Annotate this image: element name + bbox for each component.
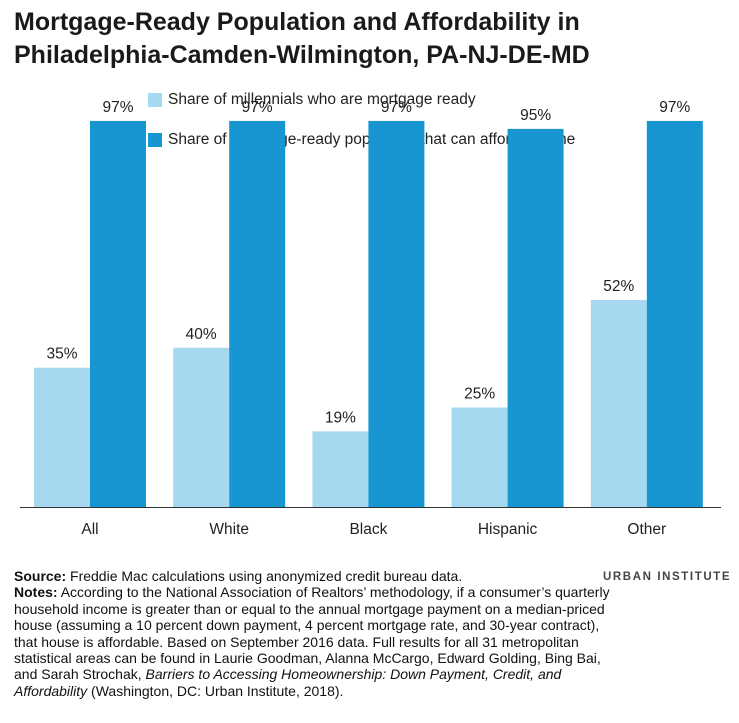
chart-title-line-1: Mortgage-Ready Population and Affordabil… [14, 8, 580, 36]
chart-title-line-2: Philadelphia-Camden-Wilmington, PA-NJ-DE… [14, 41, 590, 69]
value-label-other-series-2: 97% [659, 99, 690, 116]
notes-label: Notes: [14, 584, 58, 601]
source-notes: Source: Freddie Mac calculations using a… [14, 568, 614, 699]
legend-item-series-1: Share of millennials who are mortgage re… [148, 90, 575, 110]
value-labels-group: 35% 97% 40% 97% 19% 97% 25% 95% 52% 97% [46, 99, 690, 426]
bars-group [34, 120, 703, 507]
chart-title: Mortgage-Ready Population and Affordabil… [14, 6, 729, 72]
value-label-all-series-1: 35% [46, 346, 77, 363]
source-line: Source: Freddie Mac calculations using a… [14, 568, 614, 584]
bar-other-series-1 [590, 300, 647, 507]
category-label-black: Black [349, 521, 387, 538]
source-text: Freddie Mac calculations using anonymize… [70, 568, 463, 584]
bar-chart-svg: 35% 97% 40% 97% 19% 97% 25% 95% 52% 97% All White B… [20, 99, 721, 538]
notes-tail: (Washington, DC: Urban Institute, 2018). [91, 682, 344, 699]
category-label-other: Other [627, 521, 666, 538]
category-label-all: All [81, 521, 98, 538]
value-label-other-series-1: 52% [603, 278, 634, 295]
bar-white-series-2 [229, 120, 286, 507]
category-label-hispanic: Hispanic [478, 521, 538, 538]
notes-report-title: Barriers to Accessing Homeownership: Dow… [14, 666, 562, 699]
bar-black-series-2 [368, 120, 425, 507]
bar-other-series-2 [646, 120, 703, 507]
bar-hispanic-series-1 [451, 407, 508, 507]
notes-text: According to the National Association of… [14, 584, 610, 683]
bar-all-series-2 [90, 120, 146, 507]
value-label-black-series-1: 19% [325, 409, 356, 426]
category-labels-group: All White Black Hispanic Other [81, 521, 666, 538]
value-label-all-series-2: 97% [102, 99, 133, 116]
notes-block: Notes: According to the National Associa… [14, 584, 614, 699]
legend-swatch-series-2 [148, 133, 162, 147]
legend-label-series-1: Share of millennials who are mortgage re… [168, 91, 476, 108]
bar-black-series-1 [312, 431, 369, 507]
value-label-white-series-1: 40% [186, 326, 217, 343]
legend-swatch-series-1 [148, 93, 162, 107]
value-label-black-series-2: 97% [381, 99, 412, 116]
source-label: Source: [14, 568, 67, 584]
category-label-white: White [209, 521, 249, 538]
urban-institute-logo: URBAN INSTITUTE [603, 571, 732, 583]
bar-all-series-1 [34, 367, 90, 507]
bar-white-series-1 [173, 347, 230, 507]
bar-hispanic-series-2 [507, 128, 564, 507]
value-label-hispanic-series-1: 25% [464, 386, 495, 403]
value-label-hispanic-series-2: 95% [520, 107, 551, 124]
value-label-white-series-2: 97% [242, 99, 273, 116]
